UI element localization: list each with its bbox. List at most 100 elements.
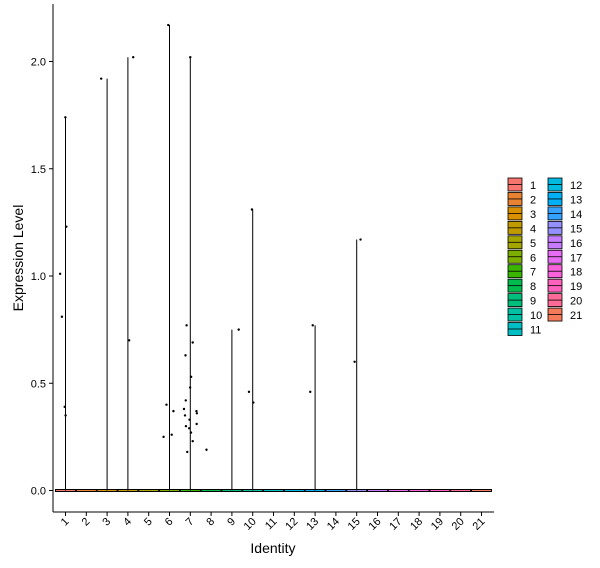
data-point [189,431,193,434]
legend-label: 4 [530,223,536,235]
data-point [309,390,312,394]
x-tick-label: 12 [283,516,300,533]
violin-base [367,489,388,492]
data-point [185,324,188,327]
data-point [184,399,187,402]
data-point [191,439,194,443]
violin-base [138,489,160,492]
y-tick-label: 1.0 [31,271,46,283]
data-point [189,56,192,59]
data-point [183,414,187,417]
x-tick-label: 11 [263,516,280,533]
data-point [191,341,194,344]
data-point [205,448,208,451]
data-point [162,435,165,439]
violin-base [450,489,472,492]
legend-label: 7 [530,267,536,279]
data-point [165,403,168,406]
data-point [127,339,131,342]
violin-base [387,489,409,492]
data-point [60,315,64,318]
y-axis-label: Expression Level [10,205,26,312]
violin-base [263,489,284,492]
legend-label: 17 [570,252,582,264]
data-point [186,450,189,454]
x-ticks: 1 2 3 4 5 6 7 8 9 10 11 12 13 14 15 16 17 18 19 20 21 [59,512,488,533]
legend-label: 5 [530,238,536,250]
x-tick-label: 1 [59,516,72,529]
y-tick-label: 0.0 [31,486,46,498]
axes [52,4,494,513]
data-point [359,238,362,241]
x-tick-label: 20 [450,516,467,533]
y-tick-label: 1.5 [31,164,46,176]
legend-label: 16 [570,238,582,250]
legend-label: 19 [570,281,582,293]
data-point [189,375,193,379]
x-axis-label: Identity [250,540,295,556]
data-point [237,328,240,331]
legend-label: 12 [570,180,582,192]
legend-label: 18 [570,267,582,279]
x-tick-label: 14 [325,516,342,533]
data-point [99,77,103,80]
y-tick-label: 0.5 [31,378,46,390]
x-tick-label: 9 [225,516,238,529]
legend-label: 13 [570,194,582,206]
legend-label: 15 [570,223,582,235]
violin-base [408,489,430,492]
x-tick-label: 7 [184,516,197,529]
data-point [353,360,356,363]
data-point [247,390,251,394]
violin-base [471,489,492,492]
x-tick-label: 5 [142,516,155,529]
legend-label: 8 [530,281,536,293]
data-point [63,405,66,409]
legend-label: 6 [530,252,536,264]
data-point [132,56,135,59]
data-point [64,414,67,417]
legend-label: 3 [530,209,536,221]
data-point [188,418,191,421]
violin-base [75,489,97,492]
data-point [65,225,68,228]
data-point [167,23,170,27]
legend-label: 21 [570,310,582,322]
data-point [195,412,199,415]
x-tick-label: 10 [242,516,259,533]
violin-base [200,489,222,492]
legend-label: 11 [530,325,541,337]
x-tick-label: 6 [163,516,176,529]
data-point [250,208,254,211]
violin-base [283,489,305,492]
legend-label: 20 [570,296,582,308]
data-point [195,409,198,413]
x-tick-label: 21 [470,516,487,533]
x-tick-label: 4 [121,516,134,529]
data-point [252,401,255,404]
x-tick-label: 3 [100,516,113,529]
violin-base [325,489,347,492]
x-tick-label: 19 [429,516,446,533]
x-tick-label: 13 [304,516,321,533]
x-tick-label: 16 [366,516,383,533]
y-ticks: 0.0 0.5 1.0 1.5 2.0 [31,57,53,498]
x-tick-label: 8 [204,516,217,529]
data-point [188,386,192,389]
data-point [184,354,187,357]
data-point [58,272,62,276]
data-point [187,427,191,430]
legend-label: 9 [530,296,536,308]
data-point [172,409,175,413]
legend-label: 2 [530,194,536,206]
data-point [311,324,314,327]
violins [55,25,492,492]
x-tick-label: 17 [387,516,404,533]
data-point [182,407,186,411]
x-tick-label: 2 [80,516,93,529]
legend-label: 14 [570,209,582,221]
data-point [184,424,188,428]
data-point [170,433,173,436]
